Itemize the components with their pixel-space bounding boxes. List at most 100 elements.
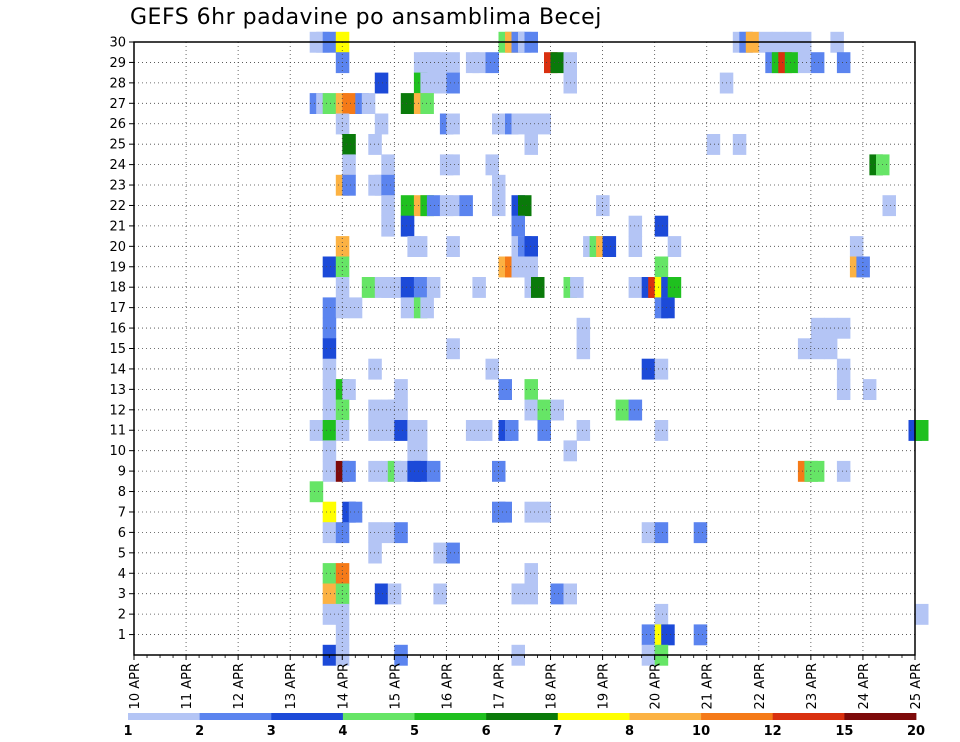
precip-cell xyxy=(368,522,382,544)
precip-cell xyxy=(537,399,551,421)
precip-cell xyxy=(524,113,538,135)
precip-cell xyxy=(342,460,356,482)
precip-cell xyxy=(836,358,851,380)
x-tick-label: 18 APR xyxy=(545,663,560,709)
precip-cell xyxy=(784,52,799,74)
precip-cell xyxy=(413,236,428,257)
precip-cell xyxy=(485,52,499,74)
precip-cell xyxy=(836,52,851,74)
precip-cell xyxy=(361,93,376,114)
colorbar-label: 20 xyxy=(907,724,925,739)
precip-cell xyxy=(381,420,395,441)
y-tick-label: 3 xyxy=(118,587,126,602)
precip-cell xyxy=(400,195,415,217)
precip-cell xyxy=(446,236,460,257)
precip-cell xyxy=(322,583,337,605)
precip-cell xyxy=(915,603,929,625)
precip-cell xyxy=(309,481,324,503)
precip-cell xyxy=(915,420,929,441)
precip-cell xyxy=(420,297,434,319)
precip-cell xyxy=(485,154,499,176)
precip-cell xyxy=(381,195,395,217)
x-tick-label: 15 APR xyxy=(388,663,403,709)
x-tick-label: 16 APR xyxy=(440,663,455,709)
precip-cell xyxy=(322,420,337,441)
precip-cell xyxy=(433,583,447,605)
colorbar-label: 4 xyxy=(338,724,347,739)
precip-cell xyxy=(322,317,337,339)
precip-cell xyxy=(576,420,591,441)
x-tick-label: 17 APR xyxy=(493,663,508,709)
precip-cell xyxy=(537,113,551,135)
x-axis: 10 APR 11 APR 12 APR 13 APR 14 APR 15 APR 16 A… xyxy=(128,655,924,709)
colorbar-segment xyxy=(414,713,487,720)
precip-cell xyxy=(368,460,382,482)
x-tick-label: 13 APR xyxy=(284,663,299,709)
y-tick-label: 16 xyxy=(109,322,126,337)
precip-cell xyxy=(420,72,434,94)
colorbar-segment xyxy=(199,713,272,720)
precip-cell xyxy=(576,338,591,360)
precip-cell xyxy=(394,522,408,544)
precip-cell xyxy=(446,542,460,564)
precip-cell xyxy=(322,256,337,278)
y-tick-label: 1 xyxy=(118,628,126,643)
x-tick-label: 19 APR xyxy=(597,663,612,709)
x-tick-label: 22 APR xyxy=(753,663,768,709)
precip-cell xyxy=(446,338,460,360)
precip-cell xyxy=(524,563,538,584)
precip-cell xyxy=(498,501,512,523)
colorbar-segment xyxy=(701,713,774,720)
precip-cell xyxy=(400,93,415,114)
precip-cell xyxy=(472,52,486,74)
precip-cell xyxy=(810,460,825,482)
colorbar-label: 10 xyxy=(692,724,710,739)
precip-cell xyxy=(322,338,337,360)
precip-cell xyxy=(836,317,851,339)
precip-cell xyxy=(641,522,656,544)
precip-cell xyxy=(394,399,408,421)
precip-cell xyxy=(661,624,675,646)
colorbar-segment xyxy=(342,713,415,720)
colorbar-label: 6 xyxy=(482,724,491,739)
y-tick-label: 8 xyxy=(118,485,126,500)
x-tick-label: 25 APR xyxy=(909,663,924,709)
precip-cell xyxy=(433,542,447,564)
precip-cell xyxy=(810,317,825,339)
precip-cell xyxy=(322,501,337,523)
precip-cell xyxy=(322,603,337,625)
precip-cell xyxy=(446,72,460,94)
precip-cell xyxy=(368,399,382,421)
y-tick-label: 24 xyxy=(109,158,126,173)
precip-cell xyxy=(654,358,669,380)
colorbar-segment xyxy=(844,713,917,720)
colorbar: 1 2 3 4 5 6 7 8 10 12 15 20 xyxy=(123,713,925,739)
precip-cell xyxy=(374,583,389,605)
precip-cell xyxy=(381,154,395,176)
precip-cell xyxy=(368,420,382,441)
precip-cell xyxy=(641,624,656,646)
precip-cell xyxy=(394,460,408,482)
precip-cell xyxy=(570,277,584,298)
precip-cell xyxy=(797,52,812,74)
precip-cell xyxy=(433,72,447,94)
precip-cell xyxy=(413,440,428,462)
precip-cell xyxy=(426,277,441,298)
precip-cell xyxy=(374,72,389,94)
colorbar-segment xyxy=(128,713,200,720)
y-tick-label: 9 xyxy=(118,465,126,480)
precip-cell xyxy=(628,277,643,298)
precip-cell xyxy=(433,52,447,74)
precip-cell xyxy=(368,542,382,564)
precip-cell xyxy=(641,358,656,380)
precip-cell xyxy=(654,603,669,625)
y-axis: 1234567891011121314151617181920212223242… xyxy=(109,36,134,643)
precip-cell xyxy=(426,460,441,482)
precip-cell xyxy=(505,420,519,441)
precip-cell xyxy=(400,277,415,298)
y-tick-label: 26 xyxy=(109,117,126,132)
y-tick-label: 5 xyxy=(118,546,126,561)
precip-cell xyxy=(810,338,825,360)
x-tick-label: 24 APR xyxy=(857,663,872,709)
